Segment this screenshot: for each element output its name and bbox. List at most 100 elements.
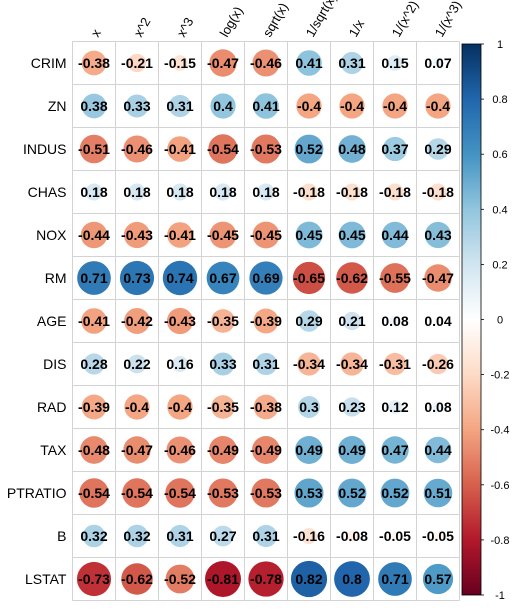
data-label: -0.18	[293, 184, 325, 200]
correlation-circle	[380, 263, 410, 293]
data-label: 0.41	[295, 55, 322, 71]
correlation-circle	[294, 478, 324, 508]
data-label: 0.31	[166, 98, 193, 114]
correlation-circle	[80, 221, 108, 249]
data-label: 0.41	[252, 98, 279, 114]
data-label: 0.67	[209, 270, 236, 286]
correlation-circle	[209, 436, 237, 464]
correlation-circle	[290, 560, 328, 598]
correlation-circle	[121, 563, 153, 595]
data-label: 0.74	[166, 270, 193, 286]
data-label: -0.08	[336, 528, 368, 544]
correlation-circle	[296, 93, 322, 119]
correlation-circle	[79, 134, 109, 164]
column-label: 1/x	[346, 17, 368, 40]
data-label: 0.18	[252, 184, 279, 200]
correlation-circle	[340, 352, 364, 376]
data-label: -0.34	[336, 356, 368, 372]
colorbar-tick-label: -0.4	[491, 425, 510, 437]
data-label: 0.21	[338, 313, 365, 329]
correlation-circle	[208, 478, 238, 508]
correlation-circle	[388, 400, 402, 414]
correlation-circle	[338, 436, 366, 464]
data-label: 0.52	[295, 141, 322, 157]
data-label: -0.21	[121, 55, 153, 71]
correlation-circle	[378, 562, 412, 596]
data-label: -0.54	[164, 485, 196, 501]
correlation-circle	[253, 93, 279, 119]
data-label: 0.38	[80, 98, 107, 114]
correlation-circle	[79, 478, 109, 508]
data-label: 0.8	[342, 571, 362, 587]
cells: -0.38 -0.21 -0.15 -0.47 -0.46 0.41 0.31 0.15 0.0…	[76, 49, 454, 598]
correlation-circle	[209, 49, 237, 77]
data-label: 0.82	[295, 571, 322, 587]
data-label: -0.49	[207, 442, 239, 458]
data-label: -0.46	[121, 141, 153, 157]
column-label: 1/sqrt(x)	[303, 0, 340, 40]
correlation-circle	[123, 221, 151, 249]
correlation-circle	[334, 561, 370, 597]
data-label: -0.05	[379, 528, 411, 544]
correlation-circle	[432, 57, 444, 69]
correlation-circle	[295, 221, 323, 249]
data-label: -0.62	[336, 270, 368, 286]
data-label: -0.65	[293, 270, 325, 286]
data-label: 0.52	[381, 485, 408, 501]
data-label: -0.31	[379, 356, 411, 372]
column-label: log(x)	[217, 4, 246, 40]
data-label: 0.32	[80, 528, 107, 544]
correlation-circle	[119, 260, 155, 296]
data-label: 0.57	[424, 571, 451, 587]
grid	[72, 41, 460, 601]
correlation-circle	[389, 315, 401, 327]
correlation-circle	[342, 311, 362, 331]
data-label: -0.46	[164, 442, 196, 458]
data-label: -0.52	[164, 571, 196, 587]
correlation-circle	[381, 221, 409, 249]
correlation-circle	[248, 561, 284, 597]
correlation-circle	[81, 93, 107, 119]
correlation-circle	[206, 261, 240, 295]
correlation-circle	[429, 183, 447, 201]
row-label: RAD	[37, 399, 67, 415]
correlation-circle	[346, 530, 358, 542]
correlation-circle	[292, 261, 326, 295]
correlation-circle	[167, 222, 193, 248]
data-label: 0.71	[381, 571, 408, 587]
data-label: -0.46	[250, 55, 282, 71]
data-label: -0.45	[250, 227, 282, 243]
data-label: 0.31	[166, 528, 193, 544]
correlation-circle	[77, 261, 111, 295]
data-label: -0.4	[426, 98, 450, 114]
data-label: 0.22	[123, 356, 150, 372]
correlation-circle	[165, 478, 195, 508]
data-label: 0.18	[166, 184, 193, 200]
correlation-circle	[433, 531, 443, 541]
colorbar-tick-label: 0.2	[492, 259, 507, 271]
data-label: 0.51	[424, 485, 451, 501]
correlation-circle	[253, 308, 279, 334]
row-label: ZN	[48, 98, 67, 114]
correlation-circle	[254, 524, 278, 548]
row-label: INDUS	[23, 141, 67, 157]
data-label: 0.53	[295, 485, 322, 501]
data-label: 0.28	[80, 356, 107, 372]
correlation-circle	[253, 394, 279, 420]
data-label: -0.54	[121, 485, 153, 501]
data-label: -0.47	[207, 55, 239, 71]
correlation-circle	[424, 221, 452, 249]
data-label: -0.4	[340, 98, 364, 114]
data-label: -0.42	[121, 313, 153, 329]
data-label: -0.05	[422, 528, 454, 544]
column-label: 1/(x^3)	[432, 0, 465, 39]
correlation-circle	[298, 396, 320, 418]
data-label: 0.49	[338, 442, 365, 458]
data-label: 0.47	[381, 442, 408, 458]
data-label: -0.18	[379, 184, 411, 200]
data-label: -0.35	[207, 313, 239, 329]
correlation-circle	[427, 353, 449, 375]
data-label: -0.38	[78, 55, 110, 71]
correlation-circle	[387, 55, 403, 71]
